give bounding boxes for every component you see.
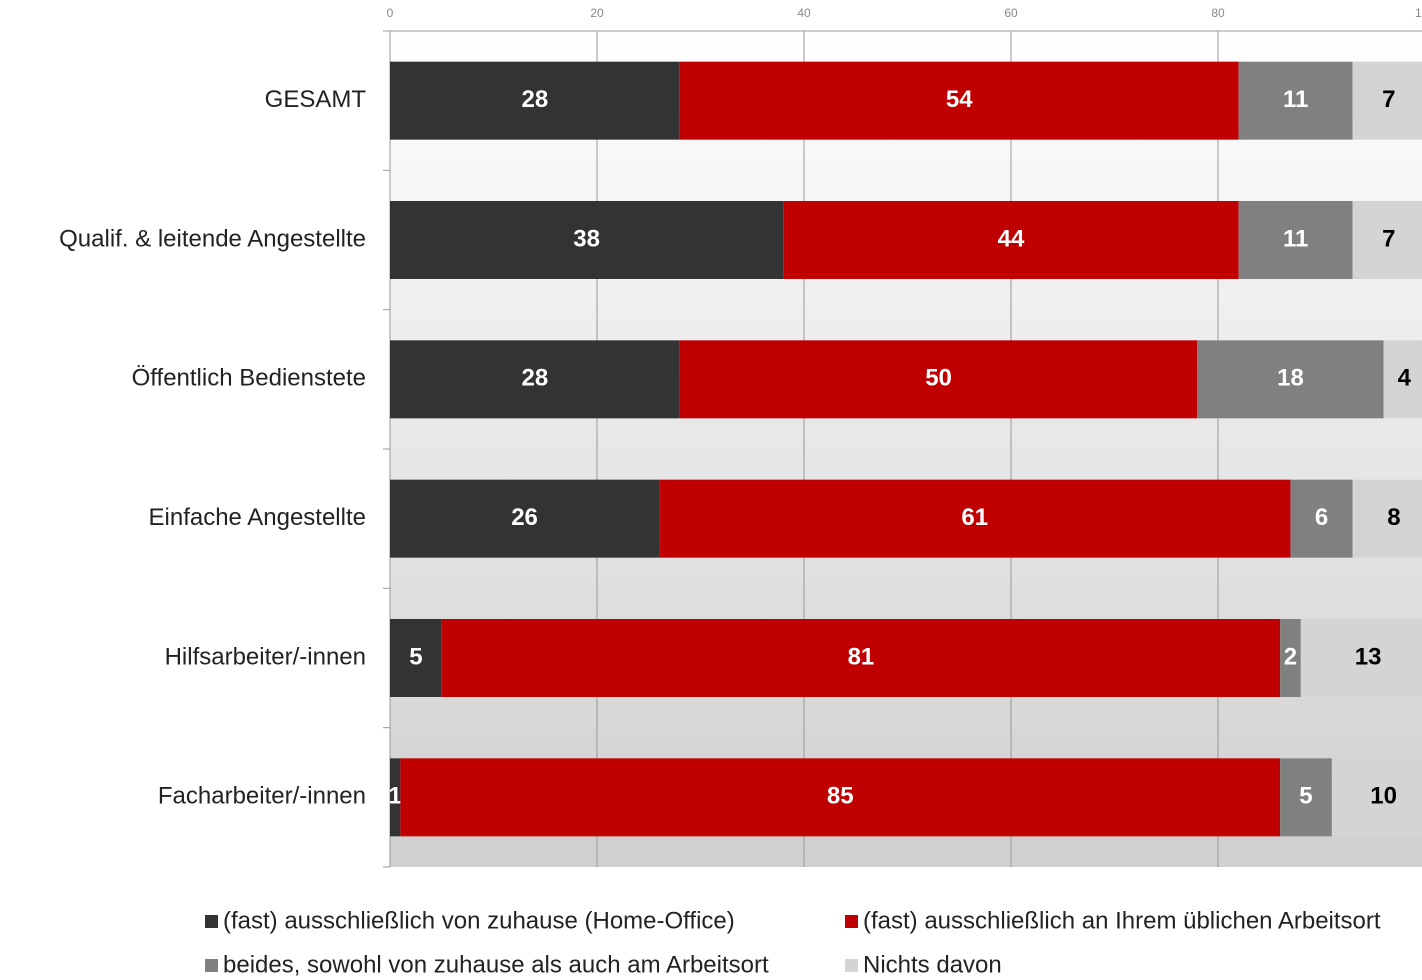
plot-background [390,31,1422,867]
data-label: 54 [946,86,973,113]
data-label: 13 [1355,643,1382,670]
y-tick-label: Einfache Angestellte [149,504,367,531]
bar-segment [1238,61,1353,140]
data-label: 26 [511,504,538,531]
bar-segment [390,758,401,837]
data-label: 18 [1277,365,1304,392]
bar-segment [390,479,660,558]
bar-segment [783,201,1239,279]
data-label: 10 [1370,783,1397,810]
legend-swatch [845,915,858,928]
x-tick-label: 80 [1211,6,1225,20]
x-tick-label: 20 [590,6,604,20]
x-tick-label: 100 [1415,6,1422,20]
legend-label: beides, sowohl von zuhause als auch am A… [223,951,769,978]
y-tick-label: Facharbeiter/-innen [158,783,366,810]
data-label: 8 [1387,504,1400,531]
bar-segment [1300,619,1422,697]
bar-segment [1280,758,1332,837]
data-label: 85 [827,783,854,810]
data-label: 1 [388,783,401,810]
bar-segment [659,479,1291,558]
bar-segment [390,619,442,697]
data-label: 7 [1382,225,1395,252]
data-label: 28 [522,365,549,392]
bar-segment [390,61,680,140]
bar-segment [441,619,1281,697]
bar-segment [390,340,680,419]
data-label: 61 [961,504,988,531]
data-label: 44 [998,225,1025,252]
data-label: 11 [1283,86,1308,113]
bar-segment [1331,758,1422,837]
legend-label: (fast) ausschließlich an Ihrem üblichen … [863,907,1381,934]
data-label: 5 [409,643,422,670]
legend-swatch [205,915,218,928]
x-tick-label: 0 [387,6,394,20]
legend-swatch [845,959,858,972]
data-label: 11 [1283,225,1308,252]
y-tick-label: Öffentlich Bedienstete [132,365,366,392]
bar-segment [1383,340,1422,419]
x-tick-label: 60 [1004,6,1018,20]
data-label: 38 [573,225,600,252]
data-label: 50 [925,365,952,392]
data-label: 81 [848,643,875,670]
bar-segment [1352,61,1422,140]
bar-segment [1280,619,1301,697]
bar-segment [1238,201,1353,279]
data-label: 6 [1315,504,1328,531]
data-label: 2 [1284,643,1297,670]
bar-segment [1290,479,1353,558]
y-tick-label: GESAMT [265,86,367,113]
x-tick-label: 40 [797,6,811,20]
y-tick-label: Hilfsarbeiter/-innen [165,643,366,670]
data-label: 28 [522,86,549,113]
legend-label: (fast) ausschließlich von zuhause (Home-… [223,907,735,934]
legend-label: Nichts davon [863,951,1002,978]
y-tick-label: Qualif. & leitende Angestellte [59,225,366,252]
data-label: 4 [1398,365,1412,392]
bar-segment [1197,340,1384,419]
bar-segment [1352,479,1422,558]
bar-segment [679,340,1198,419]
bar-segment [390,201,784,279]
bar-segment [679,61,1239,140]
data-label: 5 [1299,783,1312,810]
legend-swatch [205,959,218,972]
bar-segment [1352,201,1422,279]
bar-segment [400,758,1281,837]
data-label: 7 [1382,86,1395,113]
